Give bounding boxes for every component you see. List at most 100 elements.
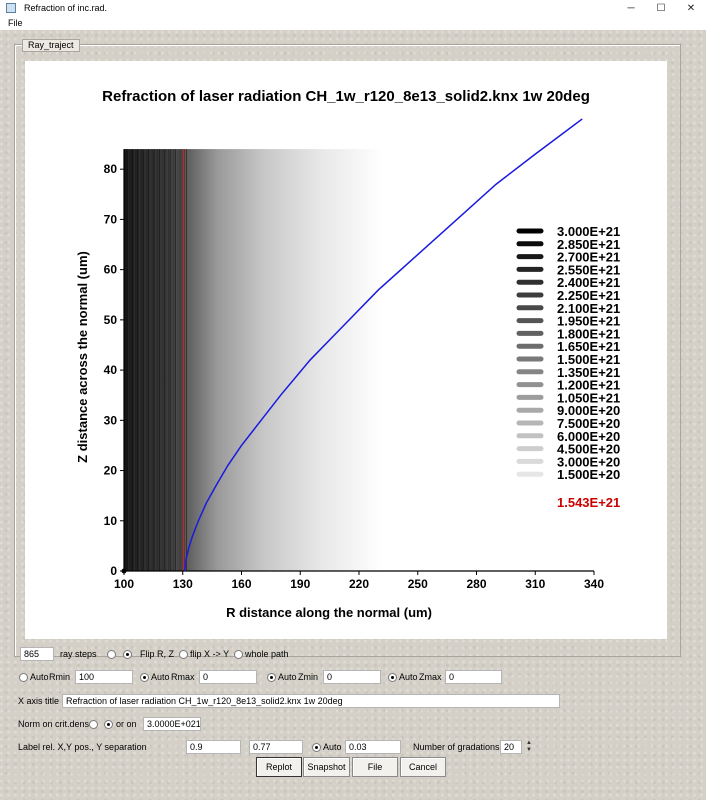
replot-button[interactable]: Replot: [256, 757, 302, 777]
auto-rmax-label: Auto: [151, 672, 170, 682]
close-icon[interactable]: ✕: [686, 2, 696, 14]
minimize-icon[interactable]: ─: [627, 2, 635, 14]
legend-critical-density-label: 1.543E+21: [557, 495, 620, 510]
legend-label: 1.800E+21: [557, 326, 620, 341]
flip-xy-label: flip X -> Y: [190, 649, 230, 659]
zmax-input[interactable]: 0: [445, 670, 502, 684]
legend-label: 3.000E+21: [557, 224, 620, 239]
origin-marker: [121, 568, 127, 574]
x-tick-label: 160: [231, 577, 251, 591]
density-background: [124, 149, 594, 571]
auto-separation-radio[interactable]: [312, 743, 321, 752]
file-button[interactable]: File: [352, 757, 398, 777]
ray-steps-label: ray steps: [60, 649, 97, 659]
y-tick-label: 0: [110, 564, 117, 578]
y-tick-label: 40: [104, 363, 118, 377]
snapshot-button[interactable]: Snapshot: [303, 757, 350, 777]
ray-trajectory-line: [183, 118, 583, 572]
legend-label: 2.700E+21: [557, 250, 620, 265]
or-on-label: or on: [116, 719, 137, 729]
legend-label: 1.650E+21: [557, 339, 620, 354]
legend-label: 4.500E+20: [557, 442, 620, 457]
ray-steps-input[interactable]: 865: [20, 647, 54, 661]
legend-label: 1.200E+21: [557, 378, 620, 393]
legend-label: 1.050E+21: [557, 390, 620, 405]
auto-separation-label: Auto: [323, 742, 342, 752]
gradations-spinner-icon[interactable]: ▲ ▼: [526, 740, 532, 753]
zmin-label: Zmin: [298, 672, 318, 682]
zmin-input[interactable]: 0: [323, 670, 381, 684]
legend-label: 2.250E+21: [557, 288, 620, 303]
title-bar: Refraction of inc.rad. ─ ☐ ✕: [0, 0, 706, 16]
auto-rmax-radio[interactable]: [140, 673, 149, 682]
chart-title: Refraction of laser radiation CH_1w_r120…: [102, 88, 590, 105]
auto-zmin-label: Auto: [278, 672, 297, 682]
whole-path-radio[interactable]: [234, 650, 243, 659]
x-axis-title-label: X axis title: [18, 696, 60, 706]
x-axis-title-input[interactable]: Refraction of laser radiation CH_1w_r120…: [62, 694, 560, 708]
whole-path-label: whole path: [245, 649, 289, 659]
window-controls: ─ ☐ ✕: [616, 0, 706, 16]
cancel-button[interactable]: Cancel: [400, 757, 446, 777]
flip-xy-radio[interactable]: [179, 650, 188, 659]
maximize-icon[interactable]: ☐: [656, 2, 666, 14]
ray-traject-tab[interactable]: Ray_traject: [22, 39, 80, 52]
rmax-input[interactable]: 0: [199, 670, 257, 684]
x-tick-label: 310: [525, 577, 545, 591]
legend-label: 9.000E+20: [557, 403, 620, 418]
norm-crit-label: Norm on crit.dens: [18, 719, 90, 729]
y-tick-label: 80: [104, 162, 118, 176]
y-tick-label: 20: [104, 464, 118, 478]
norm-or-on-radio[interactable]: [104, 720, 113, 729]
app-icon: [6, 3, 16, 13]
legend-label: 1.950E+21: [557, 314, 620, 329]
y-axis-label: Z distance across the normal (um): [75, 251, 90, 463]
x-tick-label: 220: [349, 577, 369, 591]
menu-file[interactable]: File: [8, 18, 23, 28]
label-pos-label: Label rel. X,Y pos., Y separation: [18, 742, 147, 752]
x-tick-label: 250: [408, 577, 428, 591]
auto-rmin-label: Auto: [30, 672, 49, 682]
x-tick-label: 100: [114, 577, 134, 591]
ray-steps-radio[interactable]: [107, 650, 116, 659]
y-tick-label: 10: [104, 514, 118, 528]
menu-bar: File: [0, 16, 706, 30]
legend-label: 6.000E+20: [557, 429, 620, 444]
rmin-input[interactable]: 100: [75, 670, 133, 684]
legend-label: 1.500E+21: [557, 352, 620, 367]
auto-zmax-radio[interactable]: [388, 673, 397, 682]
legend-label: 3.000E+20: [557, 454, 620, 469]
rmin-label: Rmin: [49, 672, 71, 682]
auto-rmin-radio[interactable]: [19, 673, 28, 682]
separation-input[interactable]: 0.03: [345, 740, 401, 754]
legend-label: 2.850E+21: [557, 237, 620, 252]
legend-label: 2.400E+21: [557, 275, 620, 290]
window-title: Refraction of inc.rad.: [24, 3, 108, 13]
norm-value-input[interactable]: 3.0000E+021: [143, 717, 201, 731]
gradations-label: Number of gradations: [413, 742, 500, 752]
label-x-input[interactable]: 0.9: [186, 740, 241, 754]
x-tick-label: 340: [584, 577, 604, 591]
legend-label: 1.500E+20: [557, 467, 620, 482]
legend-label: 2.550E+21: [557, 262, 620, 277]
x-tick-label: 280: [466, 577, 486, 591]
ray-trajectory-chart: 100 130 160 190 220 250 280 310 340 0 10 20 30 40 50 60…: [75, 88, 620, 620]
rmax-label: Rmax: [171, 672, 195, 682]
auto-zmax-label: Auto: [399, 672, 418, 682]
legend-label: 7.500E+20: [557, 416, 620, 431]
auto-zmin-radio[interactable]: [267, 673, 276, 682]
flip-rz-radio[interactable]: [123, 650, 132, 659]
ray-traject-group: [14, 44, 681, 657]
legend-label: 1.350E+21: [557, 365, 620, 380]
norm-crit-radio[interactable]: [89, 720, 98, 729]
zmax-label: Zmax: [419, 672, 442, 682]
label-y-input[interactable]: 0.77: [249, 740, 303, 754]
y-tick-label: 60: [104, 263, 118, 277]
x-axis-label: R distance along the normal (um): [226, 605, 432, 620]
x-tick-label: 130: [173, 577, 193, 591]
gradations-input[interactable]: 20: [500, 740, 522, 754]
plot-panel: 100 130 160 190 220 250 280 310 340 0 10 20 30 40 50 60…: [25, 61, 667, 639]
y-tick-label: 30: [104, 413, 118, 427]
legend-label: 2.100E+21: [557, 301, 620, 316]
y-tick-label: 50: [104, 313, 118, 327]
